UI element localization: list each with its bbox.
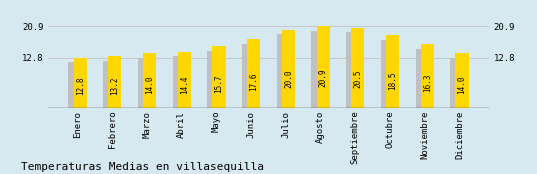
Bar <box>351 28 365 108</box>
Text: 15.7: 15.7 <box>214 74 223 93</box>
Text: 14.4: 14.4 <box>180 75 189 94</box>
Text: 14.0: 14.0 <box>145 76 154 94</box>
Text: 13.2: 13.2 <box>111 76 119 95</box>
Bar <box>421 44 434 108</box>
Bar <box>416 49 429 108</box>
Bar <box>381 40 394 108</box>
Bar <box>68 62 82 108</box>
Bar <box>242 44 255 108</box>
Text: 16.3: 16.3 <box>423 73 432 92</box>
Text: 20.5: 20.5 <box>353 69 362 88</box>
Bar <box>143 53 156 108</box>
Bar <box>138 58 151 108</box>
Text: 18.5: 18.5 <box>388 71 397 90</box>
Bar <box>311 31 324 108</box>
Bar <box>103 61 116 108</box>
Bar <box>172 56 186 108</box>
Bar <box>207 51 220 108</box>
Bar <box>178 52 191 108</box>
Text: Temperaturas Medias en villasequilla: Temperaturas Medias en villasequilla <box>21 162 265 172</box>
Text: 20.0: 20.0 <box>284 70 293 88</box>
Bar <box>450 58 463 108</box>
Text: 20.9: 20.9 <box>318 69 328 87</box>
Bar <box>277 34 290 108</box>
Bar <box>317 26 330 108</box>
Bar <box>346 32 359 108</box>
Bar <box>74 58 87 108</box>
Bar <box>247 39 260 108</box>
Bar <box>282 30 295 108</box>
Bar <box>108 56 121 108</box>
Text: 12.8: 12.8 <box>76 77 85 95</box>
Bar <box>455 53 469 108</box>
Text: 14.0: 14.0 <box>458 76 467 94</box>
Bar <box>386 35 399 108</box>
Bar <box>213 46 226 108</box>
Text: 17.6: 17.6 <box>249 72 258 91</box>
